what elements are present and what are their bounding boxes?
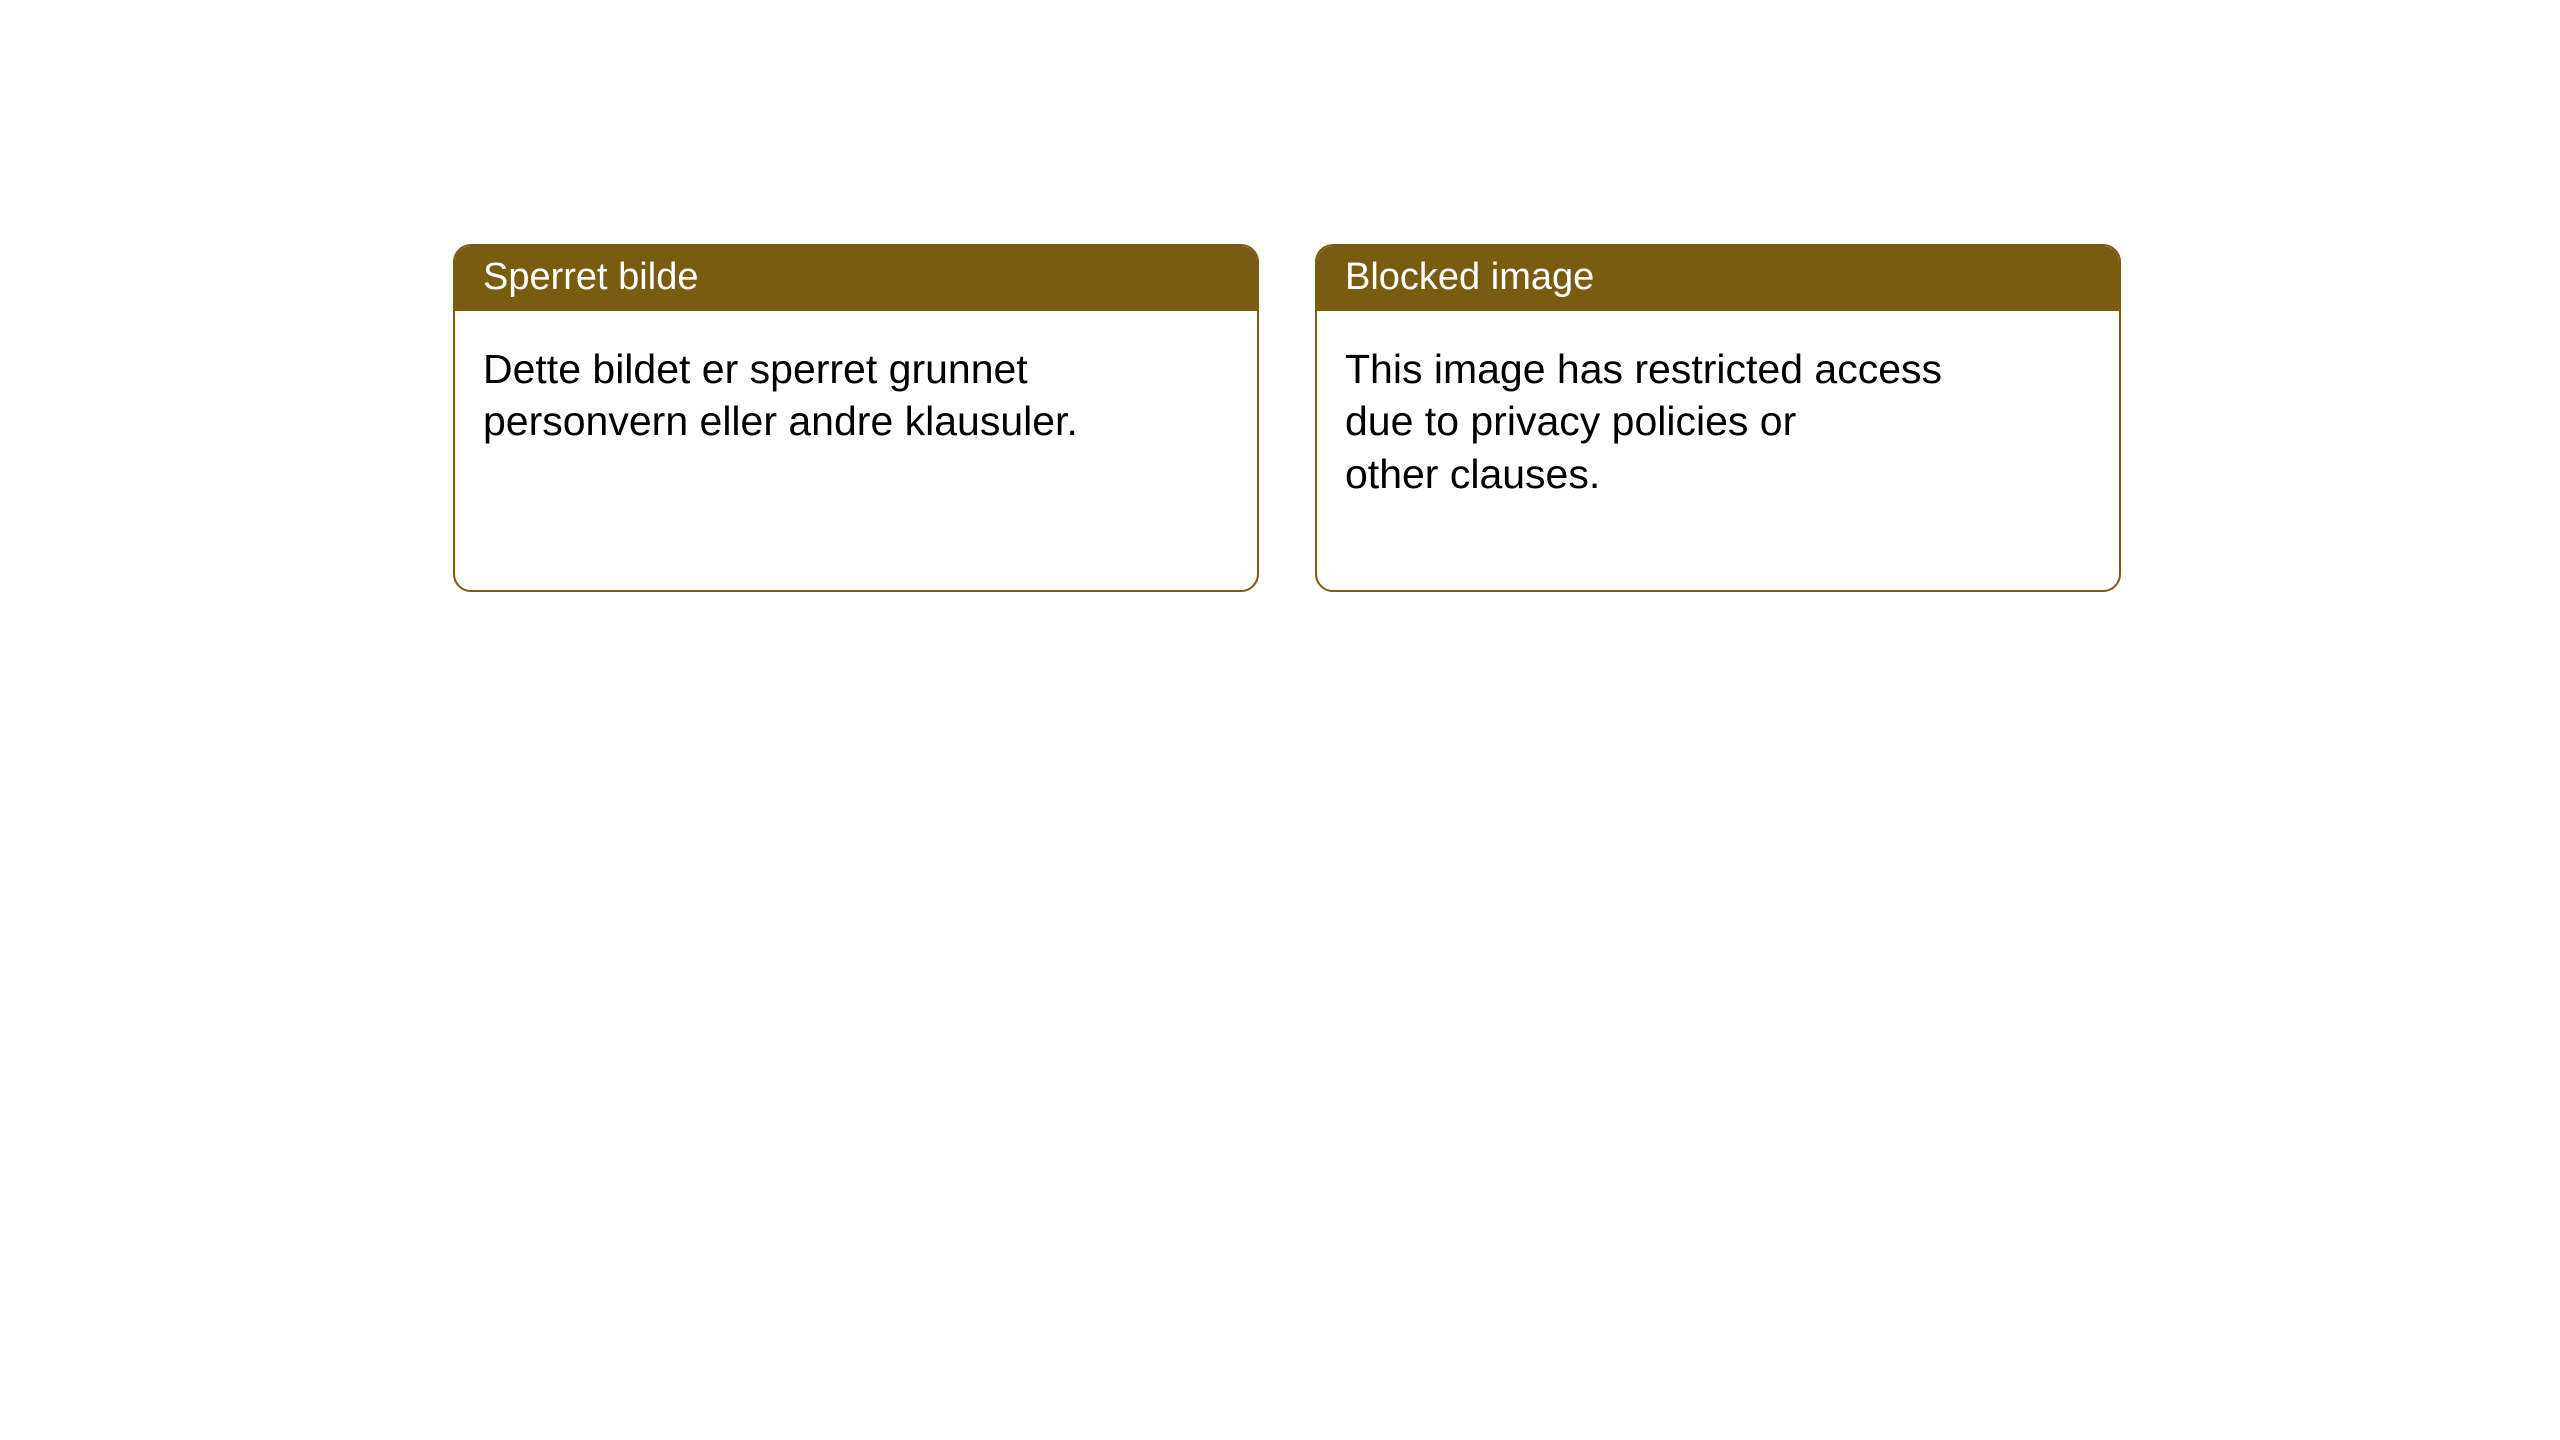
notice-card-norwegian: Sperret bilde Dette bildet er sperret gr… [453, 244, 1259, 592]
notice-container: Sperret bilde Dette bildet er sperret gr… [0, 0, 2560, 592]
notice-card-english: Blocked image This image has restricted … [1315, 244, 2121, 592]
notice-title-english: Blocked image [1317, 246, 2119, 311]
notice-body-english: This image has restricted access due to … [1317, 311, 2017, 590]
notice-body-norwegian: Dette bildet er sperret grunnet personve… [455, 311, 1155, 538]
notice-title-norwegian: Sperret bilde [455, 246, 1257, 311]
